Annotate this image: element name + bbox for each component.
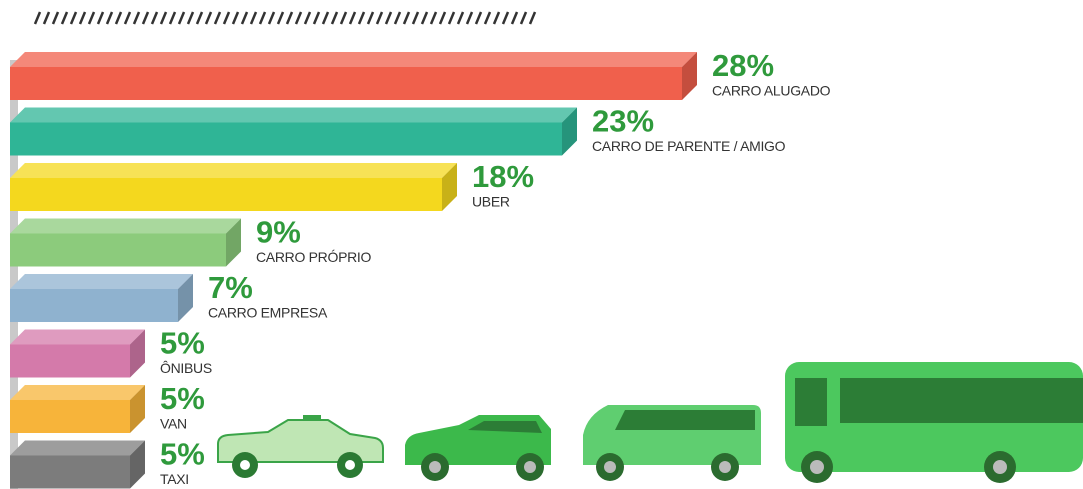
bar-side-shade (442, 163, 457, 211)
bar-side-shade (562, 107, 577, 156)
bar-side (682, 52, 697, 100)
bar (10, 400, 130, 433)
bar-top-shade (10, 385, 145, 400)
bar-top-shade (10, 163, 457, 178)
bar-top-shade (10, 107, 577, 123)
bar-top (10, 329, 145, 345)
value-label: 5% (160, 381, 205, 416)
bar (10, 67, 682, 100)
bar-side-shade (130, 385, 145, 433)
bar-top (10, 107, 577, 123)
category-label: CARRO ALUGADO (712, 83, 831, 99)
bar-side (226, 218, 241, 267)
bar-top (10, 440, 145, 456)
value-label: 23% (592, 104, 654, 139)
bar-top (10, 52, 697, 67)
bar (10, 178, 442, 211)
value-label: 28% (712, 48, 774, 83)
category-label: UBER (472, 194, 510, 210)
bar-side-shade (682, 52, 697, 100)
bar-side (562, 107, 577, 156)
bars: 28%CARRO ALUGADO 23%CARRO DE PARENTE / AM… (10, 48, 831, 489)
bar-side (130, 440, 145, 489)
bar-side (178, 274, 193, 322)
bar-top-shade (10, 274, 193, 289)
car-icon (405, 415, 551, 481)
category-label: CARRO DE PARENTE / AMIGO (592, 138, 786, 154)
bar-side (442, 163, 457, 211)
bar-top (10, 274, 193, 289)
hatch-decoration (33, 11, 537, 25)
bar-top-shade (10, 329, 145, 345)
bar (10, 289, 178, 322)
bar-side-shade (130, 329, 145, 378)
bar-backing (10, 60, 18, 489)
category-label: TAXI (160, 471, 189, 487)
bar (10, 122, 562, 156)
bar (10, 233, 226, 267)
taxi-icon (217, 415, 384, 478)
bar-top (10, 385, 145, 400)
bar-side (130, 385, 145, 433)
bar-top (10, 218, 241, 234)
value-label: 7% (208, 270, 253, 305)
bar-side (130, 329, 145, 378)
bar (10, 344, 130, 378)
value-label: 18% (472, 159, 534, 194)
value-label: 5% (160, 326, 205, 361)
bar-top-shade (10, 52, 697, 67)
van-icon (583, 405, 761, 481)
value-label: 9% (256, 215, 301, 250)
bus-icon (785, 362, 1083, 483)
category-label: ÔNIBUS (160, 360, 212, 376)
category-label: CARRO EMPRESA (208, 305, 328, 321)
bar-side-shade (178, 274, 193, 322)
category-label: CARRO PRÓPRIO (256, 249, 372, 265)
category-label: VAN (160, 416, 187, 432)
vehicles (217, 362, 1083, 483)
value-label: 5% (160, 437, 205, 472)
bar-top-shade (10, 440, 145, 456)
bar-side-shade (130, 440, 145, 489)
bar-top-shade (10, 218, 241, 234)
bar-side-shade (226, 218, 241, 267)
bar-top (10, 163, 457, 178)
bar (10, 455, 130, 489)
